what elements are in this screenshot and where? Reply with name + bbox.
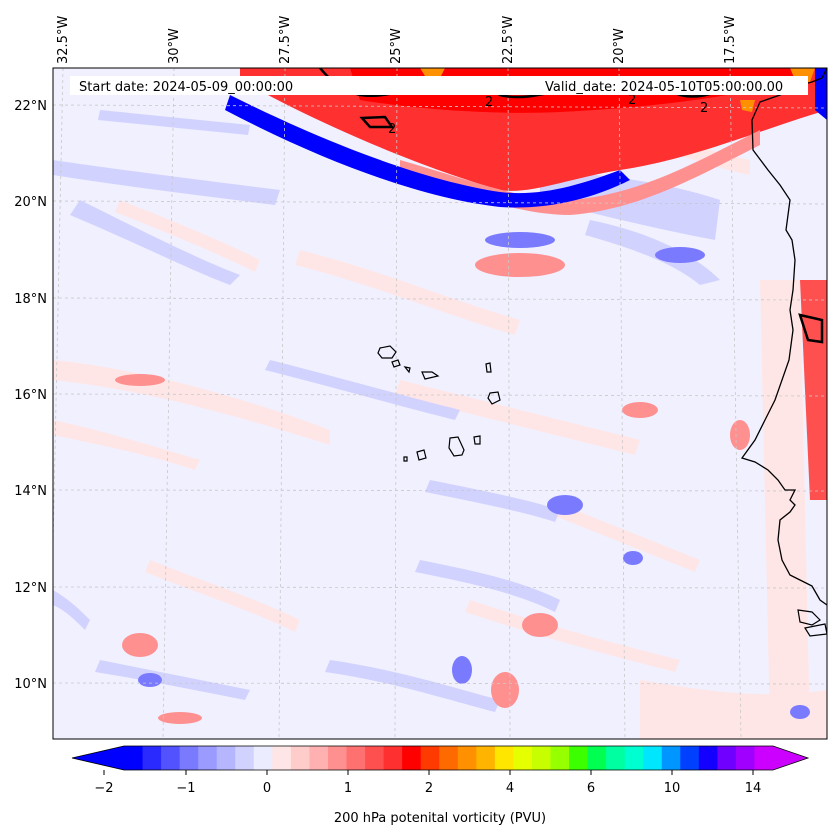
colorbar-segment [513,746,533,770]
colorbar-segment [624,746,644,770]
lat-label-22n: 22°N [14,99,47,114]
colorbar-extend-min [72,746,124,770]
coast-inlet [797,609,827,637]
map-area: 2 2 2 2 [53,68,827,739]
pv-jet-blue-band [225,95,630,208]
cb-tick-14: 14 [745,781,762,796]
colorbar-segment [606,746,626,770]
colorbar-segment [402,746,422,770]
pv-light-blue-field [53,110,720,712]
colorbar-segment [661,746,681,770]
cape-verde-islands [377,345,501,462]
colorbar-segment [290,746,311,770]
colorbar-outline [71,745,810,771]
colorbar-segment [420,746,440,770]
africa-coastline [740,68,827,606]
colorbar-segment [550,746,570,770]
valid-date-text: Valid_date: 2024-05-10T05:00:00.00 [545,80,783,95]
lon-label-25w: 25°W [389,28,404,64]
graticule [53,68,827,739]
lon-label-22-5w: 22.5°W [501,16,516,64]
lat-label-20n: 20°N [14,195,47,210]
colorbar-extend-max [773,746,808,770]
pv-red-blobs [115,253,750,724]
colorbar-segment [365,746,385,770]
lat-label-14n: 14°N [14,484,47,499]
colorbar-ticks [103,770,754,775]
lat-label-16n: 16°N [14,388,47,403]
colorbar-segment [142,746,162,770]
contour-label-1: 2 [485,95,493,110]
colorbar-segment [309,746,329,770]
cb-tick-10: 10 [664,781,681,796]
contour-label-2: 2 [628,93,636,108]
colorbar-segment [327,746,348,770]
cb-tick-1: 1 [344,781,352,796]
colorbar [71,745,810,771]
cb-tick-m1: −1 [176,781,195,796]
colorbar-segment [346,746,366,770]
cb-tick-4: 4 [506,781,514,796]
colorbar-segment [476,746,496,770]
pv-blue-blobs [138,232,810,719]
cb-tick-0: 0 [263,781,271,796]
colorbar-segment [216,746,236,770]
colorbar-segment [698,746,718,770]
lat-label-10n: 10°N [14,677,47,692]
lon-label-30w: 30°W [167,28,182,64]
colorbar-segment [272,746,292,770]
start-date-text: Start date: 2024-05-09_00:00:00 [79,80,293,95]
map-frame [52,67,828,740]
contour-label-3: 2 [700,101,708,116]
colorbar-segment [531,746,552,770]
colorbar-label: 200 hPa potenital vorticity (PVU) [334,811,546,826]
cb-tick-m2: −2 [94,781,113,796]
pv-east-edge-blue [815,68,827,120]
colorbar-tick-labels: −2 −1 0 1 2 4 6 10 14 [94,781,761,796]
colorbar-segment [643,746,663,770]
colorbar-segment [717,746,737,770]
lat-label-18n: 18°N [14,292,47,307]
longitude-labels: 32.5°W 30°W 27.5°W 25°W 22.5°W 20°W 17.5… [56,16,738,64]
colorbar-segment [494,746,514,770]
lon-label-17-5w: 17.5°W [723,16,738,64]
cb-tick-6: 6 [587,781,595,796]
lon-label-27-5w: 27.5°W [278,16,293,64]
colorbar-segment [198,746,218,770]
colorbar-segment [680,746,700,770]
colorbar-segment [457,746,477,770]
colorbar-segment [383,746,403,770]
date-banner-background [70,76,808,95]
colorbar-segment [235,746,255,770]
colorbar-segment [161,746,181,770]
colorbar-segment [754,746,774,770]
colorbar-segment [124,746,144,770]
colorbar-segment [439,746,459,770]
colorbar-segment [735,746,756,770]
lat-label-12n: 12°N [14,581,47,596]
colorbar-segment [587,746,607,770]
colorbar-segment [179,746,199,770]
lon-label-20w: 20°W [612,28,627,64]
contour-label-4: 2 [388,122,396,137]
latitude-labels: 22°N 20°N 18°N 16°N 14°N 12°N 10°N [14,99,47,692]
colorbar-segment [253,746,273,770]
lon-label-32-5w: 32.5°W [56,16,71,64]
cb-tick-2: 2 [425,781,433,796]
colorbar-segment [569,746,589,770]
